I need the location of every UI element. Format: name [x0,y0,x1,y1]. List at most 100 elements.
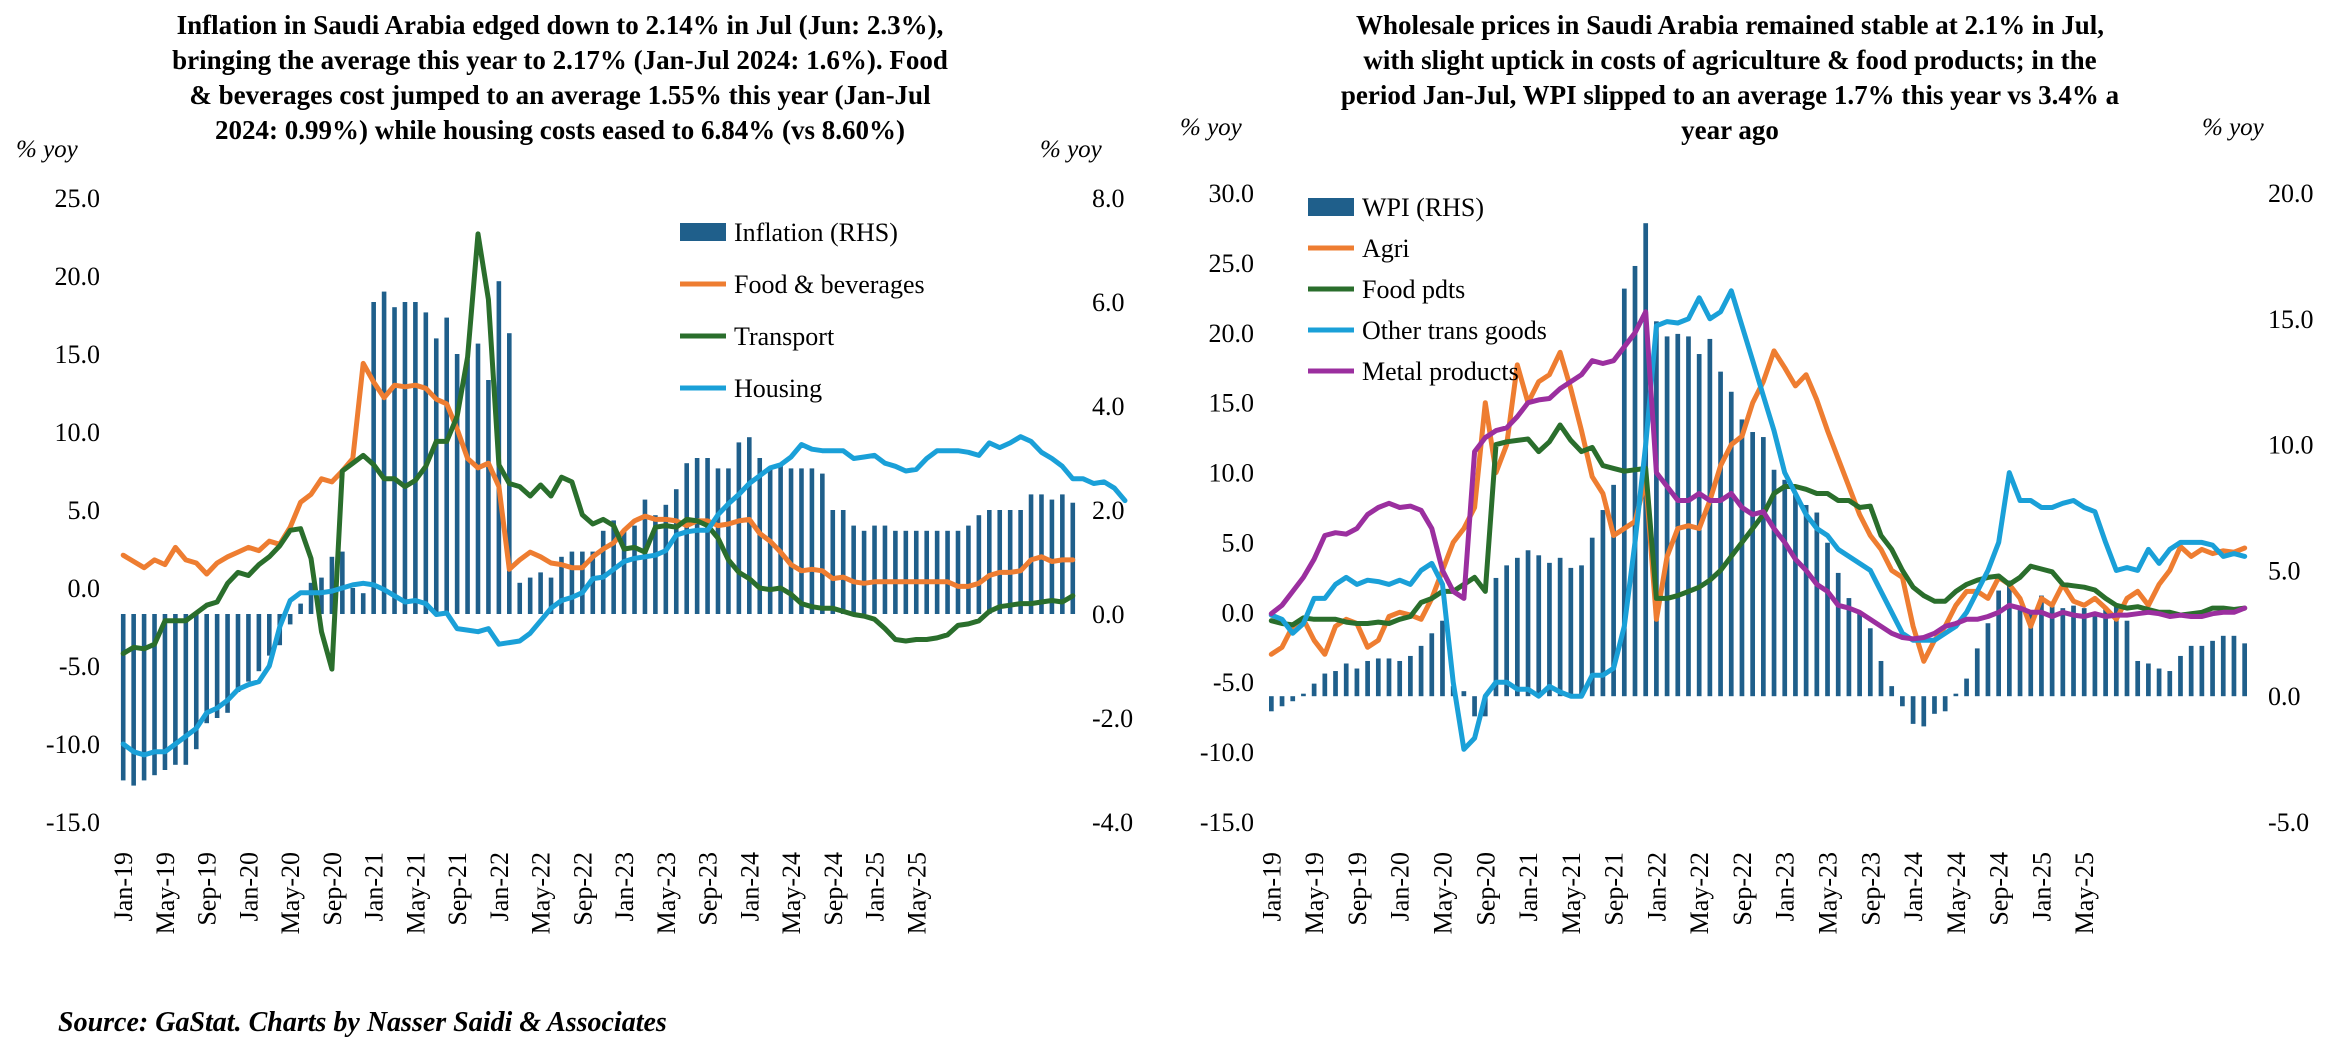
bar [1793,494,1798,697]
bar [1557,557,1563,697]
x-tick-label: Sep-21 [443,852,472,926]
bar [1760,437,1766,697]
y-left-tick-label: 5.0 [68,496,101,525]
bar [1985,623,1991,697]
bar [1664,336,1670,697]
bar [381,291,387,614]
bar [1039,494,1044,614]
bar [131,614,136,786]
y-left-tick-label: -15.0 [46,808,100,837]
bar [298,603,303,614]
legend-swatch [1308,198,1354,216]
bar [1867,628,1873,697]
bar [193,614,199,750]
x-tick-label: May-21 [1557,852,1586,934]
line-series-food-beverages [120,360,1076,589]
bar [287,614,293,625]
bar [1910,696,1916,724]
bar [183,614,189,765]
bar [225,614,230,713]
y-left-tick-label: -10.0 [1200,738,1254,767]
x-tick-label: Jan-19 [1257,852,1286,921]
x-tick-label: Sep-22 [1728,852,1757,926]
bar [1739,419,1745,697]
bar [527,577,533,614]
x-tick-label: Jan-21 [360,852,389,921]
bar [882,525,888,614]
bar [653,515,658,614]
y-left-tick-label: -15.0 [1200,808,1254,837]
bar [1900,696,1905,707]
bar [1060,494,1065,614]
bar [465,359,470,614]
bar [120,614,126,781]
bar [402,302,408,614]
bar [778,463,783,614]
bar [945,530,950,614]
bar [673,489,679,614]
bar [2220,635,2226,697]
bar [392,307,397,614]
bar [2135,660,2141,697]
y-left-tick-label: 15.0 [55,340,101,369]
bar [204,614,209,724]
x-tick-label: May-20 [276,852,305,934]
bar [1301,693,1306,697]
bar [1375,658,1381,697]
bar [2178,655,2183,697]
bar [1547,562,1552,697]
right-axis-unit: % yoy [2202,114,2264,141]
bar [1322,673,1328,697]
bar [371,302,376,614]
legend-swatch [680,223,726,241]
bar [2242,643,2248,697]
bar [1942,696,1948,712]
x-tick-label: May-21 [401,852,430,934]
bar [1354,668,1360,697]
y-left-tick-label: 25.0 [1209,249,1255,278]
legend-label: Inflation (RHS) [734,218,898,247]
bar [173,614,178,765]
bar [538,572,543,614]
x-tick-label: Jan-20 [1386,852,1415,921]
bar [1878,660,1884,697]
bar [2156,668,2162,697]
bar [1953,693,1959,697]
y-right-tick-label: 5.0 [2268,556,2301,585]
bar [2006,580,2012,697]
bar [1440,620,1445,697]
bar [1889,686,1895,697]
bar [1290,696,1296,702]
bar [1493,577,1499,697]
x-tick-label: Jan-24 [735,852,764,921]
x-tick-label: May-24 [777,852,806,934]
bar [2081,608,2087,697]
bar [694,458,700,614]
x-tick-label: Sep-22 [568,852,597,926]
bar [2071,605,2076,697]
bar-series [120,281,1076,786]
bar [903,530,909,614]
y-left-tick-label: 25.0 [55,184,101,213]
x-tick-label: Jan-22 [1642,852,1671,921]
bar [2028,610,2034,697]
y-left-tick-label: 0.0 [1222,598,1255,627]
bar [924,530,929,614]
x-tick-label: May-20 [1429,852,1458,934]
y-right-tick-label: -4.0 [1092,808,1133,837]
legend-label: Food pdts [1362,275,1465,304]
x-tick-label: Sep-24 [1985,852,2014,926]
x-tick-label: Sep-20 [318,852,347,926]
bar [955,530,961,614]
bar [861,530,867,614]
chart-title: Wholesale prices in Saudi Arabia remaine… [1340,10,2120,145]
bar [1675,333,1681,697]
legend-label: Other trans goods [1362,316,1547,345]
x-tick-label: May-25 [2070,852,2099,934]
bar [987,510,992,614]
bar [580,551,585,614]
bar [1386,658,1392,697]
bar [1007,510,1013,614]
x-tick-label: Jan-25 [861,852,890,921]
x-tick-label: Jan-21 [1514,852,1543,921]
